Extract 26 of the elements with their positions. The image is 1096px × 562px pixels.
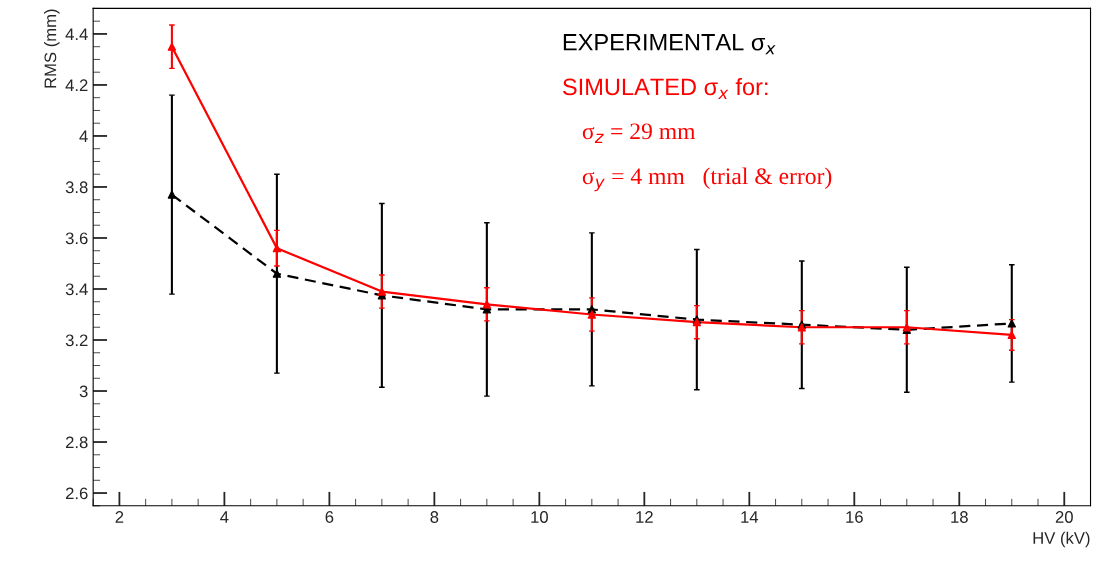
y-tick-label: 3 [79,385,88,398]
x-tick-label: 12 [636,511,653,523]
x-axis-title: HV (kV) [1033,531,1090,548]
y-tick-label: 3.8 [65,181,88,194]
x-tick-label: 2 [115,511,124,523]
y-tick-label: 2.8 [65,436,88,449]
text: EXPERIMENTAL σ$_{x}$ [563,34,776,55]
text: SIMULATED σ$_{x}$ for: [562,77,768,99]
annotation: σ$_{z}$ = 29 mm [582,123,696,143]
x-tick-label: 16 [846,511,863,523]
y-tick-label: 3.6 [65,232,88,245]
y-tick-label: 3.2 [65,334,88,347]
x-tick-label: 10 [531,511,548,523]
annotation: σ$_{y}$ = 4 mm (trial & error) [582,167,832,192]
x-tick-label: 18 [951,511,968,523]
y-tick-label: 4 [79,130,88,142]
x-tick-label: 8 [430,511,439,523]
x-tick-label: 4 [220,511,229,523]
y-tick-label: 3.4 [65,283,88,296]
y-axis-title: RMS (mm) [44,9,60,88]
x-tick-label: 6 [325,511,334,523]
y-tick-label: 4.2 [65,79,88,91]
x-tick-label: 20 [1055,511,1073,523]
y-tick-label: 4.4 [65,28,88,40]
x-tick-label: 14 [741,511,759,523]
y-tick-label: 2.6 [65,487,88,500]
